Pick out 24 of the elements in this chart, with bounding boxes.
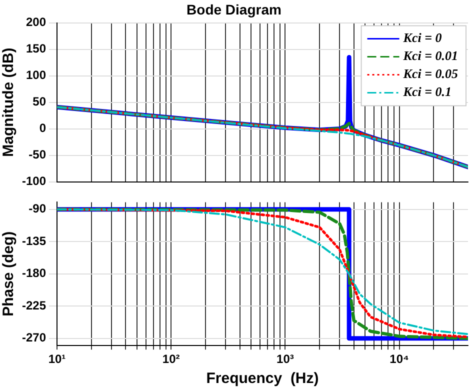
- y-tick-label: -135: [22, 234, 46, 248]
- y-tick-label: 200: [26, 15, 46, 30]
- y-tick-label: -50: [28, 148, 46, 162]
- y-axis-title: Magnitude (dB): [0, 48, 18, 157]
- y-tick-label: -100: [22, 174, 46, 188]
- x-tick-label: 10¹: [48, 352, 66, 366]
- y-tick-label: -90: [28, 202, 46, 216]
- y-tick-label: -225: [22, 298, 46, 312]
- y-axis-title: Phase (deg): [0, 231, 18, 316]
- legend-label: Kci = 0.1: [402, 84, 452, 100]
- legend-label: Kci = 0.05: [402, 66, 458, 82]
- legend-label: Kci = 0.01: [402, 48, 458, 64]
- y-tick-label: -180: [22, 266, 46, 280]
- x-tick-label: 10⁴: [390, 352, 410, 366]
- y-tick-label: 150: [26, 42, 46, 56]
- legend-label: Kci = 0: [402, 30, 442, 46]
- y-tick-label: 100: [26, 68, 46, 82]
- x-tick-label: 10³: [276, 352, 294, 366]
- chart-title: Bode Diagram: [186, 1, 282, 18]
- y-tick-label: -270: [22, 330, 46, 345]
- x-axis-title: Frequency (Hz): [206, 370, 319, 388]
- y-tick-label: 0: [39, 121, 46, 136]
- y-tick-label: 50: [32, 94, 46, 109]
- x-tick-label: 10²: [162, 352, 180, 366]
